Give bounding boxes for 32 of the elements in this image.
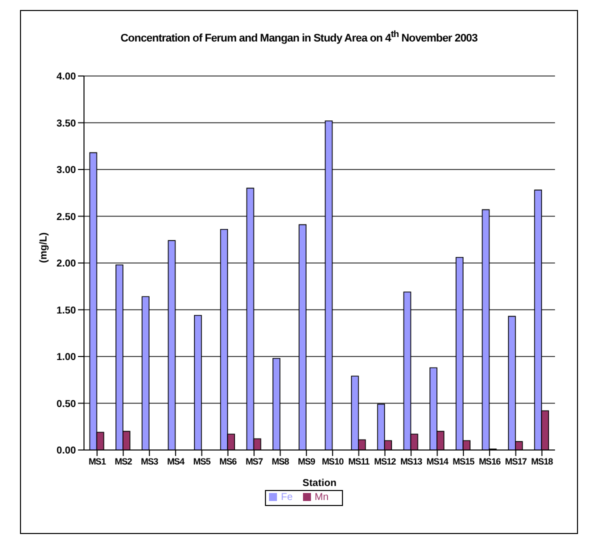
x-tick-label: MS11	[348, 456, 370, 466]
chart-title: Concentration of Ferum and Mangan in Study Area on 4$^{th}$ November 2003	[120, 29, 478, 45]
x-tick-label: MS13	[400, 456, 422, 466]
y-tick-label: 3.00	[56, 165, 76, 176]
x-tick-label: MS9	[298, 456, 316, 466]
y-axis-title: (mg/L)	[38, 232, 50, 263]
x-tick-label: MS18	[531, 456, 554, 466]
x-tick-label: MS10	[322, 456, 344, 466]
x-tick-label: MS8	[272, 456, 290, 466]
x-axis-title: Station	[302, 478, 336, 489]
x-tick-label: MS17	[504, 456, 527, 466]
y-tick-label: 0.00	[56, 446, 76, 457]
x-tick-label: MS16	[478, 456, 501, 466]
y-tick-label: 2.00	[56, 258, 76, 270]
legend-label: Fe	[280, 492, 293, 503]
y-tick-label: 0.50	[56, 398, 76, 410]
y-tick-label: 4.00	[56, 72, 76, 83]
x-tick-label: MS3	[140, 456, 158, 466]
x-tick-label: MS15	[452, 456, 475, 466]
x-tick-label: MS1	[88, 456, 106, 466]
legend-label: Mn	[314, 492, 329, 503]
x-tick-label: MS12	[374, 456, 396, 466]
x-tick-label: MS6	[219, 456, 237, 466]
y-tick-label: 1.50	[56, 305, 76, 316]
y-tick-label: 1.00	[56, 352, 76, 364]
x-tick-label: MS14	[426, 456, 448, 466]
y-tick-label: 2.50	[56, 212, 76, 223]
y-tick-label: 3.50	[56, 118, 76, 130]
x-tick-label: MS2	[114, 456, 132, 466]
x-tick-label: MS5	[193, 456, 211, 466]
x-tick-label: MS7	[246, 456, 264, 466]
x-tick-label: MS4	[167, 456, 185, 466]
